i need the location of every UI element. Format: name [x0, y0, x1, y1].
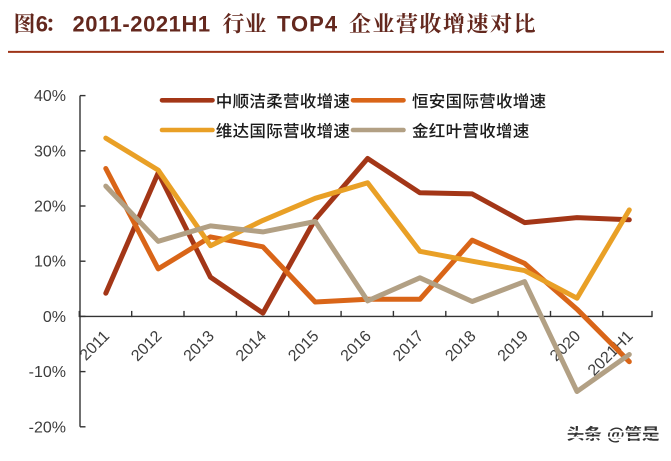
svg-text:0%: 0% — [43, 309, 66, 326]
svg-text:10%: 10% — [34, 254, 66, 271]
svg-text:30%: 30% — [34, 143, 66, 160]
svg-text:-20%: -20% — [29, 419, 66, 436]
svg-text:-10%: -10% — [29, 364, 66, 381]
svg-text:20%: 20% — [34, 199, 66, 216]
svg-text:TOP4: TOP4 — [277, 12, 338, 37]
svg-text:40%: 40% — [34, 88, 66, 105]
svg-text:2011-2021H1: 2011-2021H1 — [73, 12, 211, 37]
svg-text:6: 6 — [36, 12, 48, 37]
